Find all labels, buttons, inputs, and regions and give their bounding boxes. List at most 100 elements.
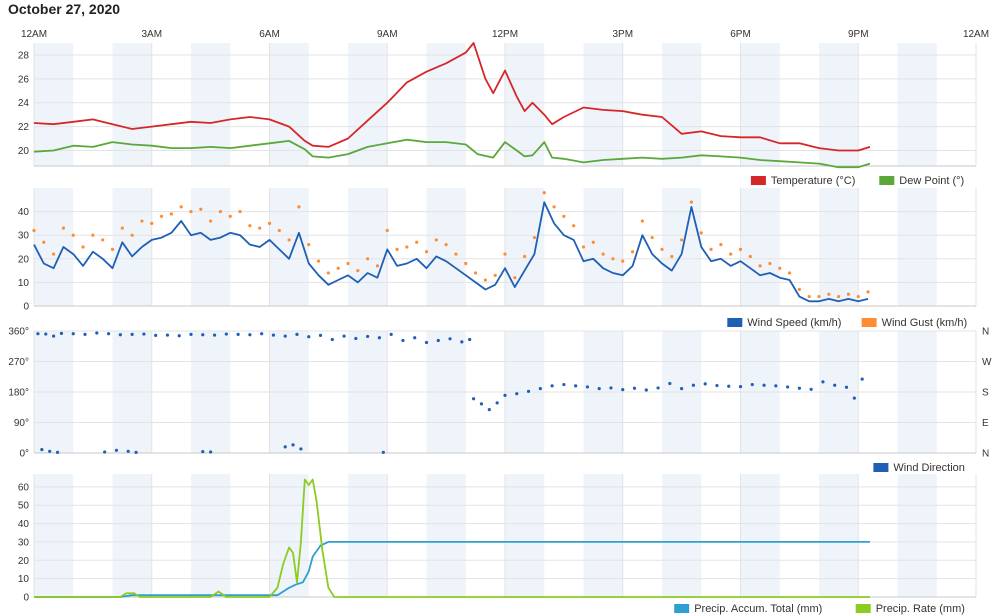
legend-swatch xyxy=(879,176,895,185)
wind-direction-point xyxy=(134,450,138,454)
wind-direction-point xyxy=(291,443,295,447)
wind-direction-point xyxy=(71,332,75,336)
wind-gust-point xyxy=(258,226,262,230)
wind-direction-point xyxy=(165,333,170,337)
hour-band xyxy=(662,188,702,306)
wind-direction-point xyxy=(727,384,731,388)
wind-gust-point xyxy=(454,252,458,256)
wind-direction-point xyxy=(550,384,554,388)
wind-gust-point xyxy=(719,243,723,247)
wind-gust-point xyxy=(817,294,821,299)
legend-swatch xyxy=(873,463,889,472)
wind-gust-point xyxy=(179,205,183,209)
wind-gust-point xyxy=(768,261,772,266)
wind-gust-point xyxy=(150,221,154,225)
wind-gust-point xyxy=(218,210,223,214)
hour-band xyxy=(583,474,623,597)
y-tick-label: 28 xyxy=(18,50,30,61)
hour-band xyxy=(819,43,859,166)
wind-direction-point xyxy=(424,340,429,345)
hour-band xyxy=(348,474,388,597)
wind-direction-point xyxy=(774,384,778,388)
wind-gust-point xyxy=(91,233,95,237)
y-tick-label: 30 xyxy=(18,231,30,242)
hour-band xyxy=(740,43,780,166)
hour-band xyxy=(348,188,388,306)
wind-gust-point xyxy=(267,221,272,225)
y-tick-label: 20 xyxy=(18,254,30,265)
wind-gust-point xyxy=(581,245,586,249)
wind-gust-point xyxy=(120,226,124,230)
wind-direction-point xyxy=(715,383,719,388)
wind-direction-point xyxy=(114,448,119,452)
legend-label: Wind Gust (km/h) xyxy=(882,317,968,329)
wind-gust-point xyxy=(532,235,537,240)
hour-band xyxy=(662,43,702,166)
wind-direction-point xyxy=(318,333,323,338)
wind-direction-point xyxy=(495,401,499,405)
wind-gust-point xyxy=(778,266,782,270)
y-tick-label: 60 xyxy=(18,482,30,493)
wind-direction-point xyxy=(59,331,64,335)
wind-gust-point xyxy=(611,257,615,261)
wind-direction-point xyxy=(330,337,334,342)
wind-gust-point xyxy=(346,261,350,266)
hour-band xyxy=(269,43,309,166)
y-tick-label: 50 xyxy=(18,501,30,512)
wind-gust-point xyxy=(630,250,635,254)
wind-direction-point xyxy=(401,338,405,343)
time-axis-tick: 3AM xyxy=(141,29,162,40)
wind-gust-point xyxy=(473,271,478,275)
y-tick-label: 20 xyxy=(18,556,30,567)
wind-gust-point xyxy=(464,261,468,266)
hour-band xyxy=(112,474,152,597)
wind-gust-point xyxy=(866,290,870,294)
y-tick-label: 0 xyxy=(23,302,29,313)
series-line-precip-accum xyxy=(34,541,870,598)
wind-direction-point xyxy=(130,332,134,336)
wind-gust-point xyxy=(856,294,860,299)
wind-direction-point xyxy=(833,383,837,387)
hour-band xyxy=(505,188,545,306)
hour-band xyxy=(897,188,937,306)
wind-gust-point xyxy=(248,224,252,228)
wind-gust-point xyxy=(493,273,497,277)
wind-gust-point xyxy=(640,219,644,223)
wind-gust-point xyxy=(689,200,694,204)
wind-direction-point xyxy=(283,445,287,449)
wind-direction-point xyxy=(797,386,801,390)
wind-direction-point xyxy=(487,408,491,412)
series-line-wind-speed xyxy=(33,201,869,303)
wind-direction-point xyxy=(48,449,52,453)
y-tick-label: 40 xyxy=(18,519,30,530)
wind-direction-point xyxy=(189,332,193,336)
wind-direction-point xyxy=(668,381,672,386)
y-tick-label: 22 xyxy=(18,122,30,133)
wind-gust-point xyxy=(562,214,566,218)
wind-gust-point xyxy=(140,219,144,223)
wind-gust-point xyxy=(307,243,311,247)
y-tick-label: 0° xyxy=(19,449,29,460)
wind-gust-point xyxy=(503,252,507,256)
hour-band xyxy=(269,474,309,597)
wind-gust-point xyxy=(326,271,330,275)
legend-label: Temperature (°C) xyxy=(771,175,855,187)
wind-direction-point xyxy=(738,384,743,389)
hour-band xyxy=(505,43,545,166)
y-tick-label: 90° xyxy=(14,418,29,429)
hour-band xyxy=(819,188,859,306)
hour-band xyxy=(348,43,388,166)
wind-direction-point xyxy=(142,332,146,336)
wind-gust-point xyxy=(316,259,321,263)
wind-gust-point xyxy=(542,191,546,195)
wind-direction-point xyxy=(691,383,696,387)
wind-gust-point xyxy=(670,254,674,259)
wind-gust-point xyxy=(385,228,389,233)
wind-direction-point xyxy=(106,332,111,336)
wind-gust-point xyxy=(434,238,438,242)
hour-band xyxy=(112,188,152,306)
wind-gust-point xyxy=(32,228,36,233)
wind-gust-point xyxy=(738,247,743,251)
hour-band xyxy=(897,474,937,597)
